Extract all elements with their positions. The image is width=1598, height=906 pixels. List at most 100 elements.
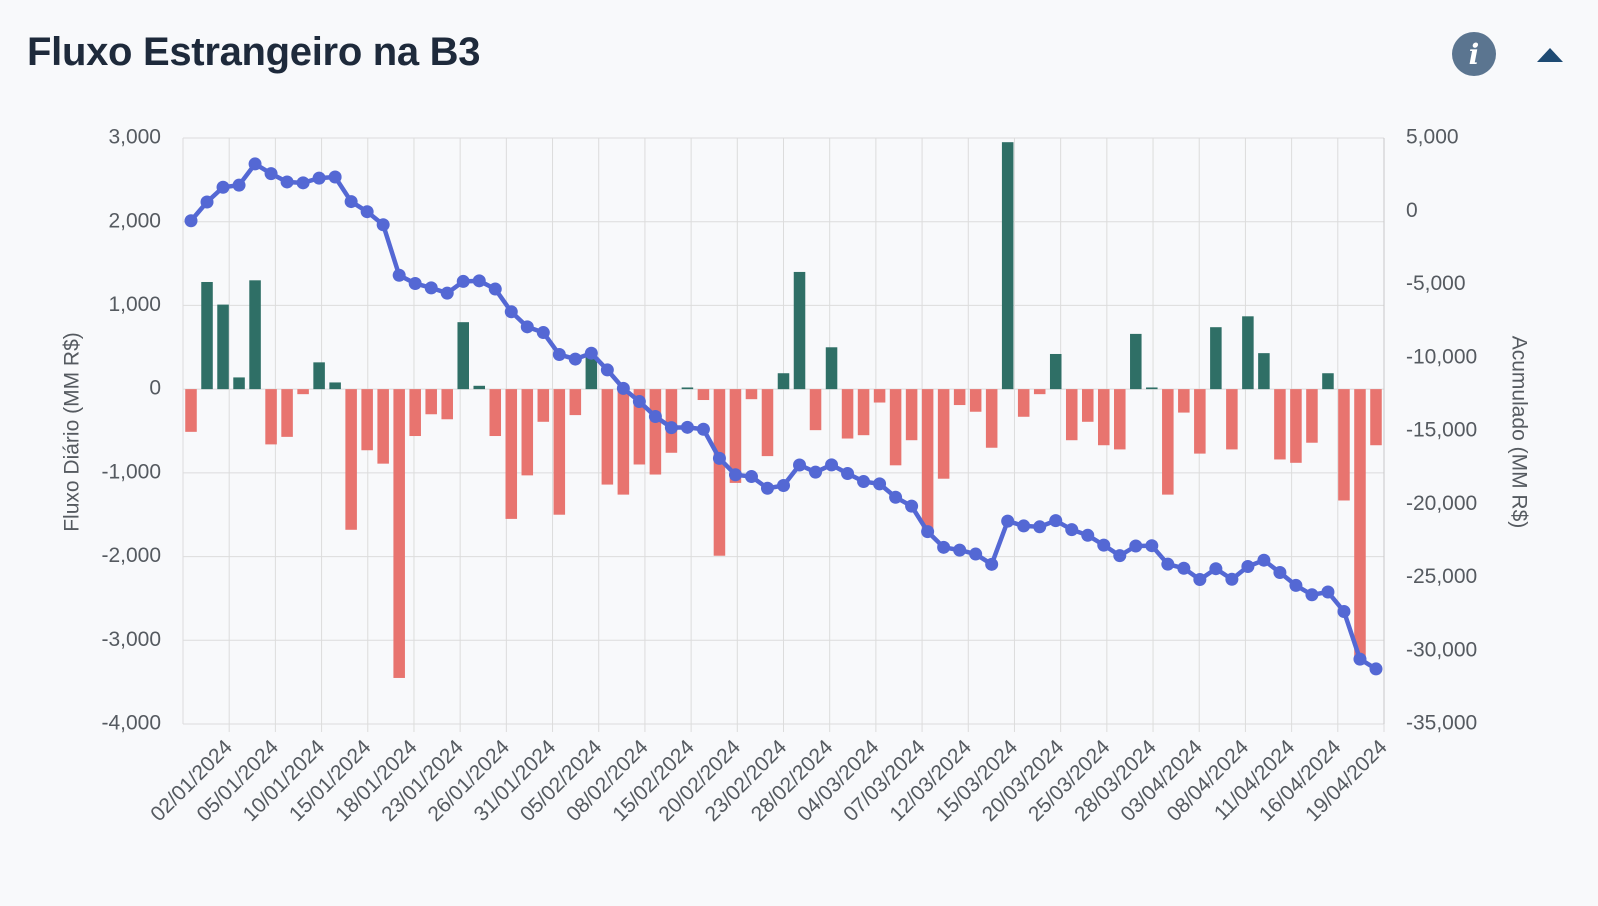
bar xyxy=(921,389,934,535)
bar xyxy=(1065,389,1078,441)
bar xyxy=(553,389,566,515)
line-point xyxy=(1369,662,1383,676)
bars-daily xyxy=(185,142,1382,678)
bar xyxy=(617,389,630,495)
bar xyxy=(281,389,293,437)
line-point xyxy=(280,175,294,189)
bar xyxy=(473,385,486,390)
bar xyxy=(697,389,710,401)
y2-axis-title: Acumulado (MM R$) xyxy=(1507,336,1530,529)
bar xyxy=(569,389,582,416)
bar xyxy=(425,389,437,415)
line-point xyxy=(408,276,422,290)
bar xyxy=(1033,389,1046,395)
bar xyxy=(681,387,694,390)
bar xyxy=(857,389,870,436)
bar xyxy=(185,389,197,432)
line-point xyxy=(1289,578,1303,592)
line-point xyxy=(1337,604,1351,618)
line-point xyxy=(296,176,310,190)
line-point xyxy=(632,395,646,409)
y2-tick-label: -10,000 xyxy=(1406,345,1477,368)
line-point xyxy=(1097,538,1111,552)
line-point xyxy=(392,268,406,282)
line-point xyxy=(344,195,358,209)
bar xyxy=(905,389,918,441)
line-point xyxy=(1193,573,1207,587)
bar xyxy=(969,389,982,412)
bar xyxy=(329,382,341,390)
bar xyxy=(201,281,213,390)
collapse-button[interactable] xyxy=(1535,44,1565,66)
bar xyxy=(1274,389,1286,460)
line-point xyxy=(1177,561,1191,575)
bar xyxy=(1130,333,1142,390)
bar xyxy=(521,389,534,476)
line-point xyxy=(488,282,502,296)
line-point xyxy=(376,218,390,232)
y2-tick-label: 5,000 xyxy=(1406,126,1459,149)
bar xyxy=(1370,389,1382,446)
bar xyxy=(793,271,806,390)
bar xyxy=(489,389,502,437)
bar xyxy=(249,280,261,390)
bar xyxy=(633,389,646,465)
y-tick-label: -4,000 xyxy=(101,712,161,735)
bar xyxy=(1017,389,1030,417)
line-point xyxy=(873,477,887,491)
line-point xyxy=(1161,557,1175,571)
bar xyxy=(409,389,421,437)
bar xyxy=(457,322,469,390)
bar xyxy=(1322,373,1334,390)
line-point xyxy=(744,470,758,484)
line-point xyxy=(664,421,678,435)
bar xyxy=(937,389,950,479)
bar xyxy=(345,389,357,530)
y2-tick-label: -15,000 xyxy=(1406,419,1477,442)
bar xyxy=(1194,389,1206,454)
y-tick-label: 0 xyxy=(149,377,161,400)
bar xyxy=(1242,316,1254,390)
line-point xyxy=(1209,562,1223,576)
bar xyxy=(537,389,550,422)
bar xyxy=(1114,389,1126,450)
bar xyxy=(1338,389,1350,501)
bar xyxy=(889,389,902,466)
y-tick-label: -2,000 xyxy=(101,544,161,567)
bar xyxy=(825,347,838,390)
bar xyxy=(1258,353,1270,390)
bar xyxy=(1162,389,1174,495)
line-point xyxy=(921,525,935,539)
bar xyxy=(665,389,678,453)
line-point xyxy=(1145,539,1159,553)
bar xyxy=(601,389,614,485)
line-point xyxy=(889,490,903,504)
bar xyxy=(233,377,245,390)
line-point xyxy=(857,475,871,489)
line-point xyxy=(312,171,326,185)
bar xyxy=(713,389,726,556)
line-point xyxy=(793,458,807,472)
line-point xyxy=(184,214,198,228)
bar xyxy=(313,362,325,390)
bar xyxy=(953,389,966,406)
info-icon[interactable]: i xyxy=(1452,32,1496,76)
bar xyxy=(761,389,774,457)
line-point xyxy=(440,286,454,300)
y2-tick-label: -35,000 xyxy=(1406,712,1477,735)
bar xyxy=(1226,389,1238,450)
line-point xyxy=(1113,549,1127,563)
line-point xyxy=(825,458,839,472)
line-point xyxy=(1033,520,1047,534)
line-point xyxy=(456,274,470,288)
y-axis-title: Fluxo Diário (MM R$) xyxy=(61,332,84,532)
bar xyxy=(809,389,822,431)
line-point xyxy=(328,170,342,184)
y2-tick-label: -5,000 xyxy=(1406,272,1466,295)
bar xyxy=(1306,389,1318,443)
bar xyxy=(649,389,662,475)
line-point xyxy=(985,557,999,571)
line-point xyxy=(472,274,486,288)
bar xyxy=(1001,142,1014,390)
